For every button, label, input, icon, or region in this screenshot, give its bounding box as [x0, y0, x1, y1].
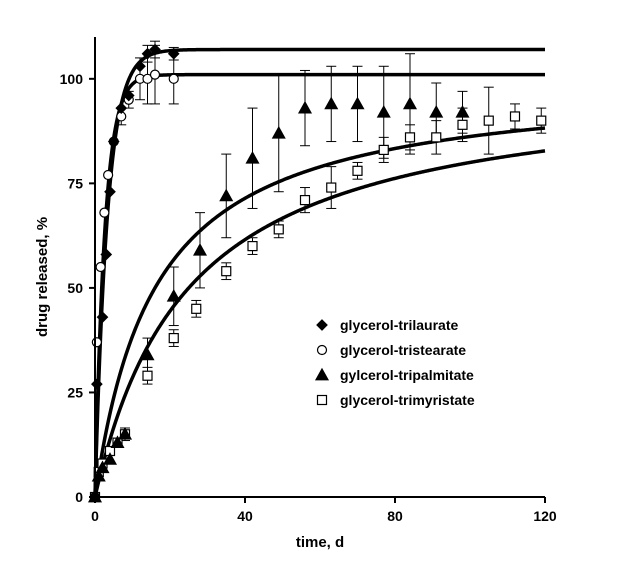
point-s1-10: [149, 69, 161, 80]
legend-label-trimyristate: glycerol-trimyristate: [340, 392, 475, 408]
point-s0-6: [115, 102, 128, 114]
point-s3-21: [536, 115, 547, 126]
point-s2-4: [110, 435, 125, 449]
fit-curves: [93, 47, 546, 498]
point-s3-15: [378, 144, 389, 156]
point-s3-11: [273, 224, 284, 235]
legend-label-tristearate: glycerol-tristearate: [340, 342, 466, 358]
point-s1-1: [91, 337, 102, 348]
point-s3-17: [431, 132, 442, 143]
legend-item-trimyristate: glycerol-trimyristate: [316, 392, 475, 408]
axis-ticks: 0 40 80 120 0 25 50 75 100: [60, 71, 557, 524]
point-s3-12: [299, 194, 311, 206]
fit-curve-1: [93, 72, 546, 498]
point-s2-3: [102, 452, 118, 465]
point-s0-2: [96, 311, 109, 324]
axes: [94, 37, 545, 498]
point-s2-10: [245, 151, 260, 164]
point-s2-17: [429, 105, 444, 118]
legend-item-tripalmitate: gylcerol-tripalmitate: [314, 367, 474, 383]
point-s3-13: [326, 182, 337, 193]
legend-label-trilaurate: glycerol-trilaurate: [340, 317, 458, 333]
point-s3-7: [168, 332, 179, 344]
legend-marker-2: [314, 367, 330, 381]
y-tick-label: 50: [67, 280, 83, 296]
point-s3-10: [247, 240, 258, 252]
fit-curve-0: [93, 47, 546, 498]
point-s2-2: [95, 460, 110, 474]
point-s2-7: [166, 289, 181, 302]
point-s1-11: [168, 73, 179, 84]
point-s0-7: [122, 89, 135, 102]
point-s3-8: [191, 303, 202, 314]
point-s2-15: [376, 105, 391, 118]
point-s1-3: [99, 207, 110, 218]
point-s2-14: [350, 96, 365, 110]
legend-marker-3: [316, 394, 328, 406]
point-s2-18: [455, 105, 470, 118]
legend-marker-0: [316, 319, 328, 331]
point-s0-11: [167, 47, 180, 60]
legend: glycerol-trilaurate glycerol-tristearate…: [314, 317, 475, 408]
point-s3-16: [404, 132, 416, 143]
legend-item-trilaurate: glycerol-trilaurate: [316, 317, 458, 333]
x-tick-label: 80: [387, 508, 403, 524]
legend-marker-1: [316, 344, 328, 356]
point-s0-9: [141, 47, 154, 60]
point-s0-3: [100, 248, 113, 261]
point-s1-2: [95, 261, 106, 273]
data-markers: [87, 43, 547, 503]
fit-curve-2: [93, 126, 546, 498]
point-s2-12: [297, 100, 313, 114]
point-s1-9: [142, 73, 153, 84]
fit-curve-3: [93, 149, 546, 498]
point-s2-5: [117, 427, 133, 440]
point-s0-8: [134, 60, 146, 73]
point-s0-4: [104, 185, 116, 198]
error-bars: [93, 40, 547, 481]
legend-item-tristearate: glycerol-tristearate: [316, 342, 466, 358]
y-tick-label: 25: [67, 384, 83, 400]
point-s2-9: [219, 188, 234, 202]
y-tick-label: 75: [67, 175, 83, 191]
point-s0-10: [149, 43, 161, 56]
point-s2-8: [192, 243, 208, 256]
point-s3-6: [142, 370, 153, 381]
point-s3-20: [509, 111, 521, 122]
point-s0-5: [107, 135, 120, 148]
point-s3-18: [457, 119, 468, 130]
point-s2-6: [140, 347, 155, 361]
point-s3-9: [221, 266, 232, 277]
y-tick-label: 0: [75, 489, 83, 505]
point-s2-13: [324, 96, 339, 110]
point-s2-11: [271, 125, 286, 139]
y-tick-label: 100: [60, 71, 84, 87]
x-tick-label: 0: [91, 508, 99, 524]
point-s3-14: [352, 165, 363, 176]
point-s1-4: [103, 169, 114, 181]
y-axis-label: drug released, %: [34, 217, 51, 337]
x-tick-label: 120: [533, 508, 557, 524]
point-s2-16: [402, 96, 418, 110]
x-axis-label: time, d: [296, 534, 344, 551]
x-tick-label: 40: [237, 508, 253, 524]
legend-label-tripalmitate: gylcerol-tripalmitate: [340, 367, 474, 383]
point-s3-19: [483, 115, 494, 126]
